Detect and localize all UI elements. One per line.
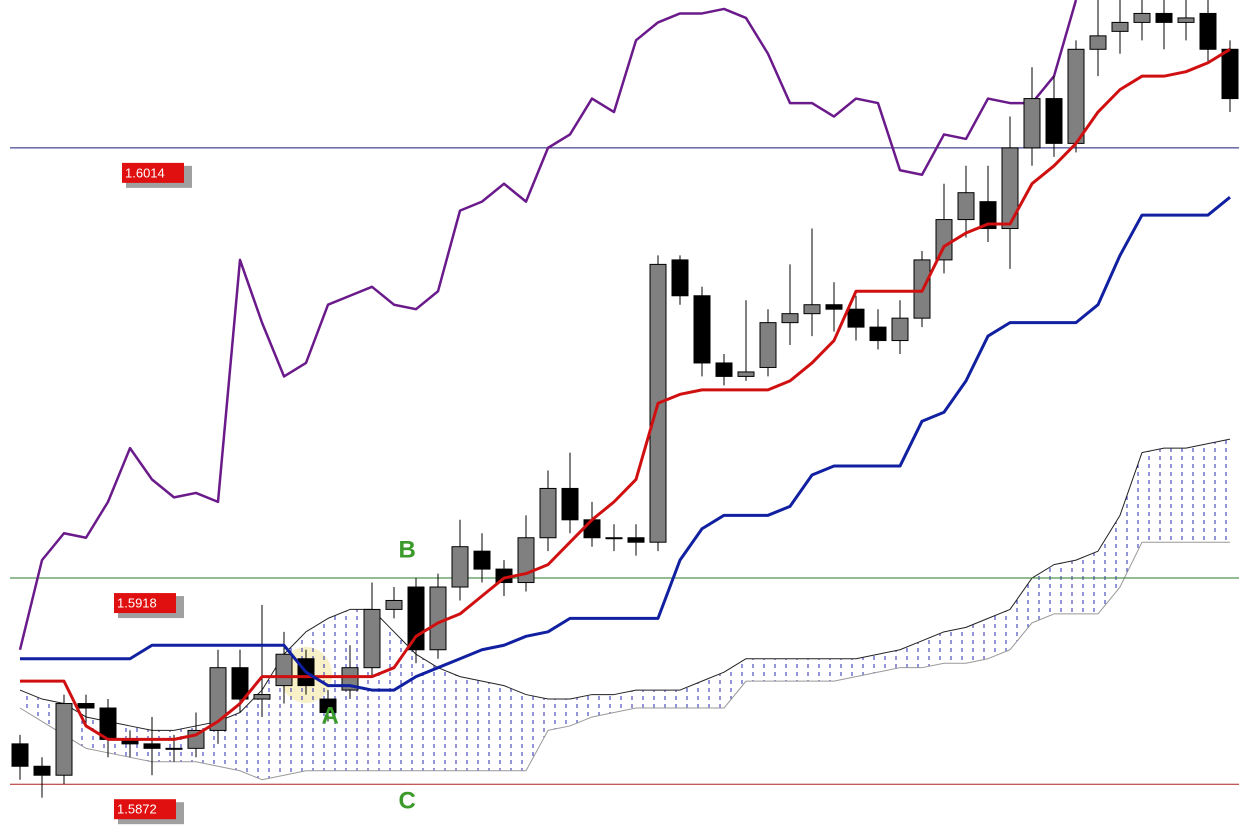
level-label: 1.5918 xyxy=(117,595,157,610)
candle-body xyxy=(715,362,733,377)
level-label-box xyxy=(114,593,176,614)
annotation: B xyxy=(399,537,416,564)
candle-body xyxy=(1221,48,1239,100)
cloud-span-b xyxy=(19,541,1230,781)
candle-body xyxy=(671,259,689,297)
candle-body xyxy=(363,608,381,669)
candle-body xyxy=(429,586,447,651)
candle-body xyxy=(473,550,491,570)
level-label-box xyxy=(114,799,176,820)
candle-body xyxy=(1045,98,1063,144)
candle-body xyxy=(1023,98,1041,149)
candle-body xyxy=(1089,35,1107,50)
candle-body xyxy=(385,599,403,610)
indicator-line xyxy=(20,196,1231,692)
candle-body xyxy=(869,326,887,342)
candle-body xyxy=(165,747,183,750)
candle-body xyxy=(77,703,95,709)
candle-body xyxy=(319,698,337,713)
candle-body xyxy=(209,667,227,731)
candle-body xyxy=(847,308,865,328)
candle-body xyxy=(693,295,711,364)
candle-body xyxy=(935,219,953,261)
candle-body xyxy=(803,304,821,315)
indicator-line xyxy=(20,48,1231,741)
cloud-fill xyxy=(20,439,1230,780)
candle-body xyxy=(583,519,601,539)
candle-body xyxy=(143,743,161,749)
candle-body xyxy=(451,546,469,588)
level-label: 1.6014 xyxy=(125,165,165,180)
candle-body xyxy=(1111,21,1129,32)
candle-body xyxy=(605,537,623,540)
level-label: 1.5872 xyxy=(117,802,157,817)
annotation: A xyxy=(322,702,339,729)
candle-body xyxy=(55,703,73,776)
candle-body xyxy=(1133,12,1151,23)
candle-body xyxy=(891,317,909,342)
candle-body xyxy=(627,537,645,543)
chikou-line xyxy=(18,0,1078,651)
candle-body xyxy=(539,487,557,539)
candle-body xyxy=(1199,12,1217,50)
candle-body xyxy=(253,694,271,700)
level-label-box xyxy=(122,162,184,183)
candle-body xyxy=(979,201,997,230)
candle-body xyxy=(781,313,799,324)
candle-body xyxy=(561,487,579,521)
candle-body xyxy=(1067,48,1085,144)
candle-body xyxy=(407,586,425,651)
candle-body xyxy=(957,192,975,221)
candle-body xyxy=(33,765,51,776)
candle-body xyxy=(759,322,777,368)
annotation: C xyxy=(399,787,416,814)
candle-body xyxy=(231,667,249,700)
candle-body xyxy=(737,371,755,377)
candle-body xyxy=(1177,17,1195,23)
candle-body xyxy=(275,653,293,687)
candle-body xyxy=(1001,147,1019,230)
candle-body xyxy=(825,304,843,310)
candle-body xyxy=(1155,12,1173,23)
candle-body xyxy=(11,743,29,767)
